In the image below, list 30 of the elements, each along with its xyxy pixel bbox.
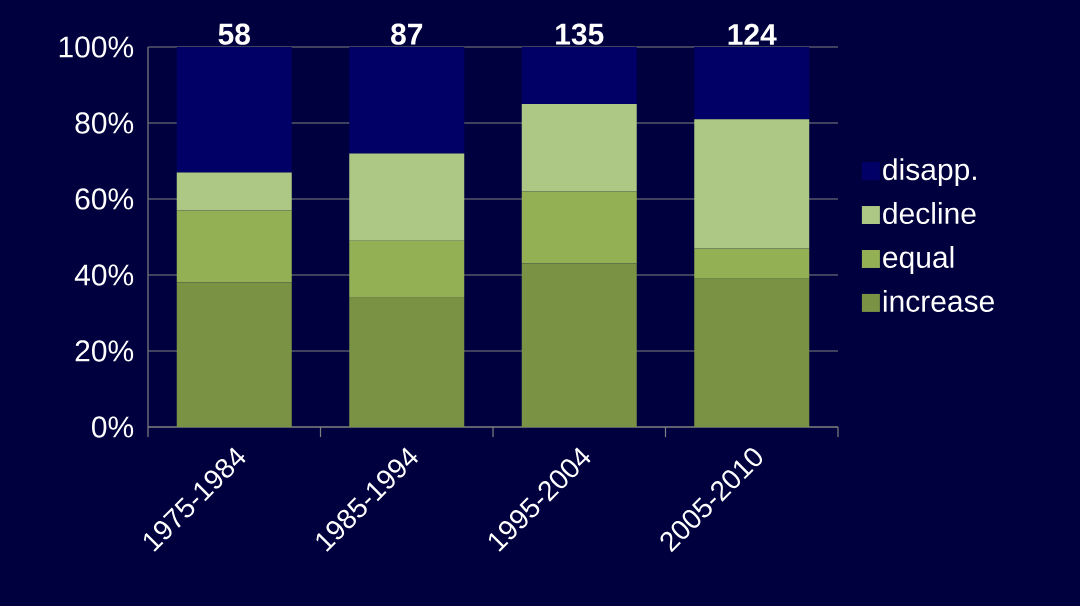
legend-label: increase [883,289,994,312]
y-tick-label: 100% [59,36,134,58]
bar [349,240,465,298]
bar [349,297,465,427]
bar [694,119,810,249]
bar [349,153,465,241]
bar [176,47,292,173]
bar [521,104,637,192]
bar [521,47,637,104]
y-tick-label: 60% [75,188,134,210]
annotation: 135 [556,23,604,45]
bar [694,278,810,427]
y-tick-label: 0% [92,416,134,438]
annotation: 58 [218,23,251,45]
bar [694,248,810,279]
bar [176,210,292,283]
y-tick-label: 40% [74,264,134,286]
bar [694,47,810,120]
legend-label: equal [883,246,954,274]
annotation: 124 [728,23,777,45]
bar [176,282,292,427]
y-tick-label: 80% [75,112,134,134]
y-tick-label: 20% [75,340,134,362]
bar [521,191,637,264]
bar [349,47,465,154]
bar [176,172,292,211]
legend-label: decline [883,202,976,225]
legend-label: disapp. [883,158,976,187]
bar [521,263,637,427]
annotation: 87 [391,23,423,45]
